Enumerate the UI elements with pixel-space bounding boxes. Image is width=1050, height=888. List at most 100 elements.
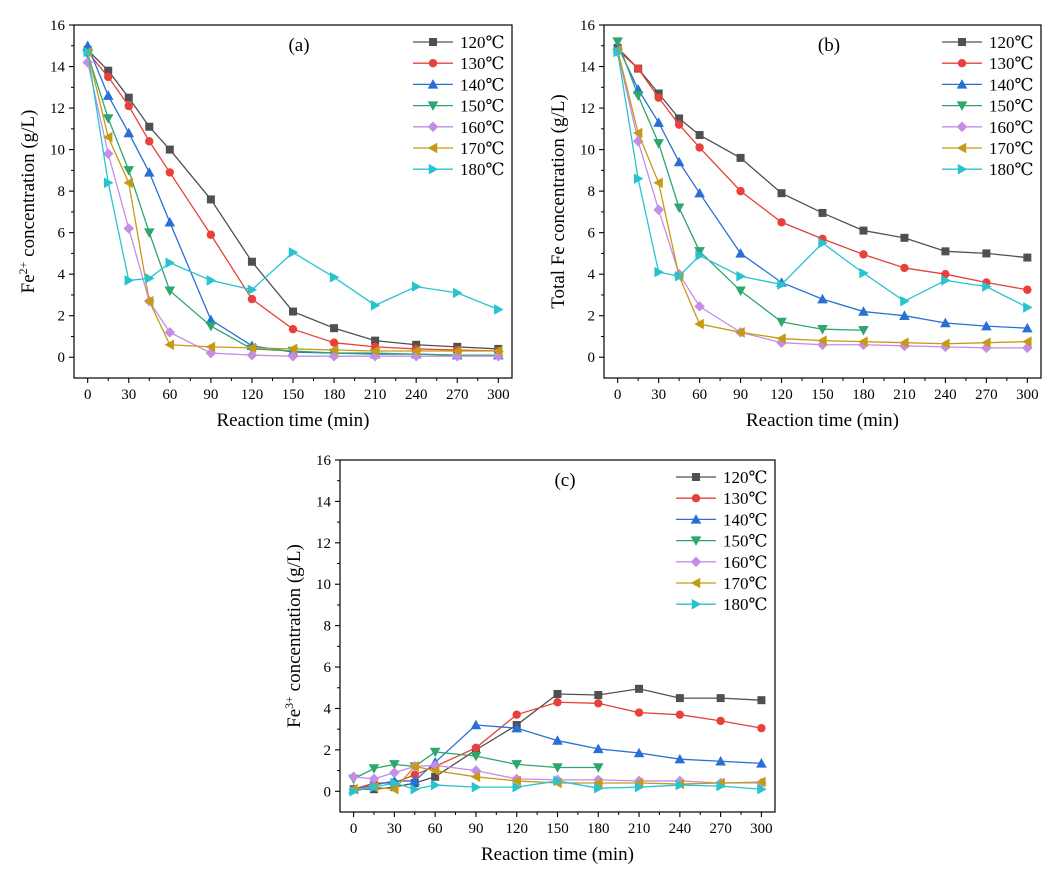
- data-point: [430, 779, 441, 791]
- y-tick-label: 10: [580, 143, 595, 159]
- series-140℃: [612, 40, 1033, 333]
- x-tick-label: 150: [282, 387, 305, 403]
- data-point: [370, 300, 381, 311]
- data-point: [899, 340, 910, 352]
- data-point: [981, 320, 992, 331]
- x-tick-label: 0: [84, 387, 92, 403]
- data-point: [736, 270, 746, 282]
- data-point: [389, 783, 399, 795]
- x-tick-label: 180: [852, 387, 875, 403]
- legend-marker: [957, 59, 967, 68]
- data-point: [143, 295, 154, 307]
- x-tick-label: 60: [162, 387, 177, 403]
- data-point: [899, 337, 909, 348]
- data-point: [411, 281, 422, 292]
- data-point: [674, 753, 686, 764]
- data-point: [592, 777, 603, 789]
- data-point: [632, 84, 644, 94]
- legend-label: 180℃: [460, 160, 505, 179]
- legend-marker: [956, 101, 968, 111]
- data-point: [1022, 336, 1032, 347]
- data-point: [1023, 253, 1032, 262]
- data-point: [632, 135, 644, 147]
- data-point: [164, 339, 175, 351]
- y-axis-label: Total Fe concentration (g/L): [548, 94, 569, 308]
- y-tick-label: 6: [58, 226, 66, 242]
- data-point: [123, 223, 135, 234]
- x-tick-label: 300: [1016, 387, 1039, 403]
- data-point: [858, 306, 869, 316]
- x-tick-label: 240: [669, 821, 692, 837]
- series-160℃: [612, 46, 1033, 354]
- data-point: [470, 771, 481, 783]
- data-point: [776, 337, 787, 348]
- data-point: [777, 279, 787, 290]
- x-tick-label: 30: [121, 387, 136, 403]
- y-tick-label: 4: [58, 267, 66, 283]
- data-point: [206, 275, 217, 286]
- panel-label: (b): [818, 35, 840, 56]
- y-axis-label: Fe2+ concentration (g/L): [16, 110, 39, 294]
- data-point: [205, 347, 217, 359]
- data-point: [368, 764, 380, 774]
- data-point: [451, 345, 462, 357]
- y-tick-label: 12: [316, 536, 331, 552]
- y-tick-label: 0: [58, 350, 66, 366]
- x-tick-label: 90: [468, 821, 483, 837]
- y-tick-label: 6: [324, 660, 332, 676]
- data-point: [674, 775, 686, 787]
- data-point: [899, 310, 910, 320]
- data-point: [389, 767, 400, 778]
- data-point: [205, 314, 217, 325]
- legend-entry: 120℃: [676, 468, 768, 487]
- legend-label: 150℃: [723, 532, 768, 551]
- legend-label: 170℃: [460, 139, 505, 158]
- x-tick-label: 120: [505, 821, 528, 837]
- data-point: [451, 350, 463, 362]
- series-130℃: [613, 45, 1032, 294]
- legend-entry: 160℃: [413, 118, 505, 137]
- data-point: [736, 153, 745, 162]
- legend-entry: 140℃: [676, 510, 768, 529]
- data-point: [818, 208, 827, 217]
- legend-entry: 180℃: [676, 595, 768, 614]
- data-point: [695, 250, 705, 261]
- data-point: [653, 139, 664, 149]
- data-point: [633, 747, 645, 758]
- data-point: [429, 765, 440, 776]
- data-point: [818, 237, 828, 249]
- legend-label: 170℃: [723, 574, 768, 593]
- series-120℃: [83, 45, 503, 353]
- legend-marker: [427, 121, 439, 133]
- data-point: [389, 760, 400, 770]
- data-point: [287, 350, 299, 362]
- data-point: [982, 281, 992, 292]
- data-point: [654, 266, 664, 278]
- data-point: [369, 781, 380, 793]
- x-tick-label: 240: [934, 387, 957, 403]
- series-170℃: [612, 44, 1032, 350]
- series-160℃: [82, 57, 504, 362]
- data-point: [675, 694, 684, 703]
- data-point: [512, 781, 523, 793]
- data-point: [123, 127, 135, 138]
- legend-label: 140℃: [723, 510, 768, 529]
- x-tick-label: 270: [975, 387, 998, 403]
- data-point: [511, 760, 523, 770]
- data-point: [654, 93, 663, 102]
- data-point: [632, 91, 644, 101]
- x-tick-label: 90: [733, 387, 748, 403]
- legend-label: 140℃: [989, 75, 1034, 94]
- data-point: [756, 758, 767, 768]
- legend-marker: [428, 59, 438, 68]
- legend-entry: 120℃: [942, 33, 1034, 52]
- data-point: [674, 270, 685, 282]
- data-point: [453, 287, 463, 299]
- data-point: [694, 187, 705, 198]
- data-point: [776, 333, 786, 344]
- data-point: [145, 273, 155, 284]
- legend-label: 180℃: [723, 595, 768, 614]
- y-tick-label: 10: [316, 577, 331, 593]
- legend-entry: 130℃: [676, 489, 768, 508]
- data-point: [674, 120, 684, 129]
